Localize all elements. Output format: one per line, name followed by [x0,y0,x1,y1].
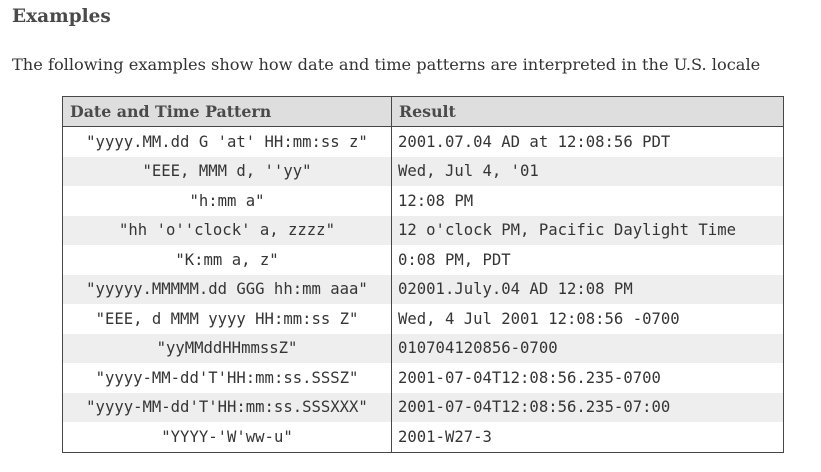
pattern-cell: "EEE, MMM d, ''yy" [62,156,392,186]
table-row: "yyyyy.MMMMM.dd GGG hh:mm aaa" 02001.Jul… [62,274,784,304]
pattern-cell: "YYYY-'W'ww-u" [62,422,392,452]
result-cell: 010704120856-0700 [391,333,784,363]
table-body: "yyyy.MM.dd G 'at' HH:mm:ss z" 2001.07.0… [62,126,784,452]
result-cell: 12 o'clock PM, Pacific Daylight Time [391,215,784,245]
pattern-cell: "hh 'o''clock' a, zzzz" [62,215,392,245]
result-cell: 02001.July.04 AD 12:08 PM [391,274,784,304]
date-pattern-examples-table: Date and Time Pattern Result "yyyy.MM.dd… [62,96,784,453]
table-header: Date and Time Pattern Result [62,96,784,127]
column-header-result: Result [391,96,784,127]
table-row: "hh 'o''clock' a, zzzz" 12 o'clock PM, P… [62,215,784,245]
result-cell: 2001-07-04T12:08:56.235-07:00 [391,392,784,422]
header-row: Date and Time Pattern Result [62,96,784,127]
table-row: "EEE, d MMM yyyy HH:mm:ss Z" Wed, 4 Jul … [62,304,784,334]
pattern-cell: "EEE, d MMM yyyy HH:mm:ss Z" [62,304,392,334]
section-heading: Examples [12,6,111,27]
result-cell: Wed, 4 Jul 2001 12:08:56 -0700 [398,309,680,328]
table-row: "EEE, MMM d, ''yy" Wed, Jul 4, '01 [62,156,784,186]
table-row: "yyyy-MM-dd'T'HH:mm:ss.SSSZ" 2001-07-04T… [62,363,784,393]
table-row: "yyMMddHHmmssZ" 010704120856-0700 [62,333,784,363]
pattern-cell: "h:mm a" [62,186,392,216]
intro-paragraph: The following examples show how date and… [12,55,761,74]
result-cell: 2001.07.04 AD at 12:08:56 PDT [398,132,671,151]
pattern-cell: "yyyy-MM-dd'T'HH:mm:ss.SSSXXX" [62,392,392,422]
pattern-cell: "yyMMddHHmmssZ" [62,333,392,363]
pattern-cell: "K:mm a, z" [62,245,392,275]
result-cell: 12:08 PM [398,191,474,210]
result-cell: Wed, Jul 4, '01 [391,156,784,186]
table-row: "YYYY-'W'ww-u" 2001-W27-3 [62,422,784,452]
pattern-cell: "yyyy.MM.dd G 'at' HH:mm:ss z" [62,126,392,157]
table-row: "h:mm a" 12:08 PM [62,186,784,216]
table-row: "yyyy-MM-dd'T'HH:mm:ss.SSSXXX" 2001-07-0… [62,392,784,422]
result-cell: 2001-W27-3 [398,427,492,446]
table-row: "yyyy.MM.dd G 'at' HH:mm:ss z" 2001.07.0… [62,126,784,157]
table-row: "K:mm a, z" 0:08 PM, PDT [62,245,784,275]
column-header-pattern: Date and Time Pattern [62,96,392,127]
pattern-cell: "yyyyy.MMMMM.dd GGG hh:mm aaa" [62,274,392,304]
pattern-cell: "yyyy-MM-dd'T'HH:mm:ss.SSSZ" [62,363,392,393]
result-cell: 2001-07-04T12:08:56.235-0700 [398,368,661,387]
result-cell: 0:08 PM, PDT [398,250,511,269]
